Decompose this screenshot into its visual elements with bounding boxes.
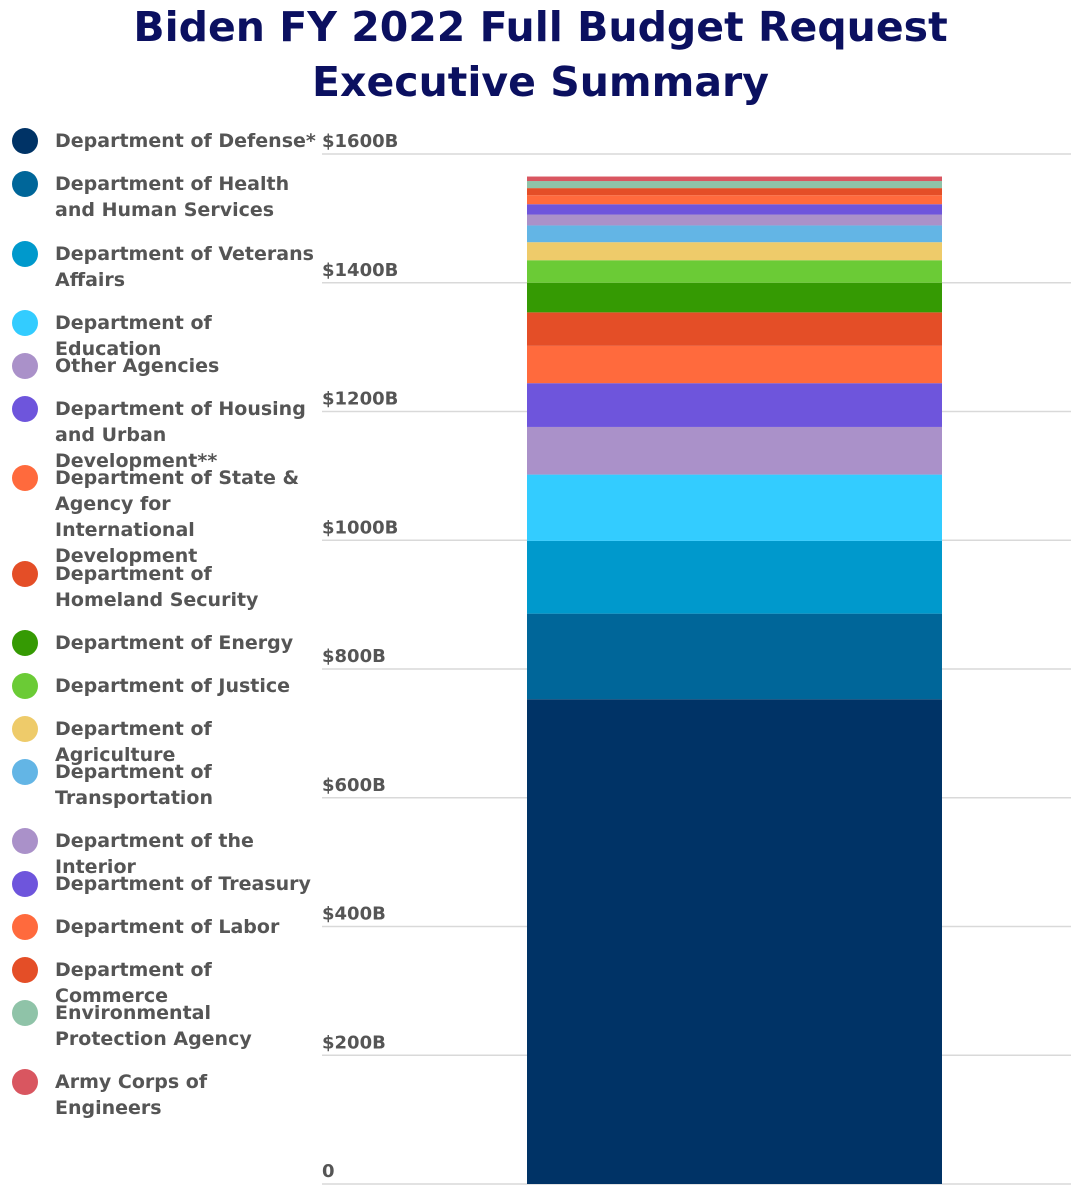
legend-swatch-icon	[12, 353, 38, 379]
bar-segment[interactable]: Department of Justice	[527, 260, 942, 283]
legend-swatch-icon	[12, 673, 38, 699]
y-tick-label: $1400B	[322, 260, 398, 281]
bar-segment[interactable]: Department of Labor	[527, 195, 942, 205]
legend-label: Department of Energy	[55, 632, 294, 654]
legend-label: Department of Homeland Security	[55, 563, 259, 611]
bar-segment[interactable]: Army Corps of Engineers	[527, 176, 942, 182]
legend-label: Department of Justice	[55, 675, 291, 697]
legend-swatch-icon	[12, 561, 38, 587]
bar-segment[interactable]: Department of State & Agency for Interna…	[527, 345, 942, 384]
bar-segment[interactable]: Department of Agriculture	[527, 242, 942, 261]
bar-segment[interactable]: Other Agencies	[527, 426, 942, 475]
legend-swatch-icon	[12, 716, 38, 742]
legend-label: Department of State & Agency for Interna…	[55, 467, 300, 567]
legend-swatch-icon	[12, 828, 38, 854]
legend-swatch-icon	[12, 128, 38, 154]
legend-swatch-icon	[12, 241, 38, 267]
bar-segment[interactable]: Department of Transportation	[527, 225, 942, 243]
bar-segment[interactable]: Department of Commerce	[527, 188, 942, 196]
legend-label: Army Corps of Engineers	[55, 1071, 208, 1119]
y-tick-label: $1200B	[322, 389, 398, 410]
legend-swatch-icon	[12, 759, 38, 785]
legend-label: Department of Health and Human Services	[55, 173, 290, 221]
bar-segment[interactable]: Department of Homeland Security	[527, 312, 942, 346]
y-tick-label: $1000B	[322, 517, 398, 538]
bar-segment[interactable]: Department of Veterans Affairs	[527, 540, 942, 614]
legend-label: Department of Veterans Affairs	[55, 243, 314, 291]
y-tick-label: $400B	[322, 904, 386, 925]
legend-swatch-icon	[12, 171, 38, 197]
chart-title: Biden FY 2022 Full Budget Request Execut…	[0, 0, 1081, 110]
bar-segment[interactable]: Department of Defense*	[527, 699, 942, 1184]
legend-label: Department of Housing and Urban Developm…	[55, 398, 306, 472]
legend-swatch-icon	[12, 310, 38, 336]
legend-swatch-icon	[12, 630, 38, 656]
y-tick-label: $800B	[322, 646, 386, 667]
legend-label: Environmental Protection Agency	[55, 1002, 252, 1050]
legend-label: Department of Commerce	[55, 959, 212, 1007]
y-tick-label: $200B	[322, 1032, 386, 1053]
y-tick-label: $1600B	[322, 131, 398, 152]
bar-segment[interactable]: Department of Energy	[527, 282, 942, 313]
legend-swatch-icon	[12, 914, 38, 940]
legend-label: Department of Transportation	[55, 761, 214, 809]
bar-segment[interactable]: Department of Education	[527, 474, 942, 541]
legend-swatch-icon	[12, 957, 38, 983]
bar-segment[interactable]: Department of Housing and Urban Developm…	[527, 383, 942, 427]
bar-segment[interactable]: Department of Treasury	[527, 204, 942, 215]
y-tick-label: $600B	[322, 775, 386, 796]
legend-label: Department of Treasury	[55, 873, 311, 895]
legend-swatch-icon	[12, 396, 38, 422]
bar-segment[interactable]: Environmental Protection Agency	[527, 181, 942, 189]
legend-label: Department of Labor	[55, 916, 280, 938]
legend-label: Department of Education	[55, 312, 212, 360]
legend-label: Department of Defense*	[55, 130, 316, 152]
bar-segment[interactable]: Department of Health and Human Services	[527, 613, 942, 700]
y-tick-label: 0	[322, 1161, 335, 1182]
legend-label: Other Agencies	[55, 355, 220, 377]
chart-title-line-1: Biden FY 2022 Full Budget Request	[133, 3, 948, 51]
legend-swatch-icon	[12, 1000, 38, 1026]
chart-title-line-2: Executive Summary	[312, 58, 769, 106]
legend-swatch-icon	[12, 1069, 38, 1095]
legend-label: Department of the Interior	[55, 830, 254, 878]
legend-label: Department of Agriculture	[55, 718, 212, 766]
legend-swatch-icon	[12, 871, 38, 897]
legend-swatch-icon	[12, 465, 38, 491]
bar-segment[interactable]: Department of the Interior	[527, 214, 942, 226]
